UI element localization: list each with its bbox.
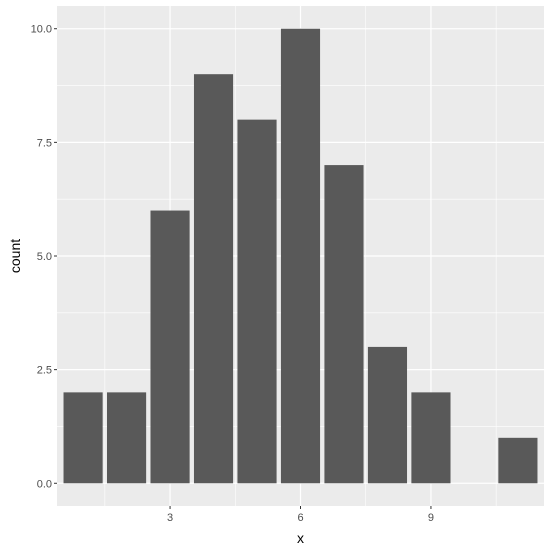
y-axis-title: count (7, 239, 23, 273)
bars (63, 28, 538, 484)
bar-x-5 (237, 119, 277, 484)
x-tick-label: 9 (428, 512, 434, 524)
x-axis-title: x (297, 530, 304, 546)
y-tick-label: 2.5 (37, 365, 52, 377)
y-tick-label: 10.0 (31, 24, 52, 36)
bar-x-9 (411, 392, 451, 484)
x-axis: 3 6 9 (167, 506, 434, 524)
x-tick-label: 3 (167, 512, 173, 524)
bar-x-8 (367, 346, 408, 484)
bar-x-11 (498, 437, 538, 484)
bar-x-3 (150, 210, 190, 484)
y-tick-label: 0.0 (37, 478, 52, 490)
bar-x-2 (107, 392, 147, 484)
x-tick-label: 6 (297, 512, 303, 524)
bar-x-6 (280, 28, 321, 484)
bar-x-4 (193, 74, 234, 484)
y-tick-label: 7.5 (37, 137, 52, 149)
bar-x-7 (324, 165, 364, 484)
y-axis: 0.0 2.5 5.0 7.5 10.0 (31, 24, 57, 490)
y-tick-label: 5.0 (37, 251, 52, 263)
bar-x-1 (63, 392, 103, 484)
